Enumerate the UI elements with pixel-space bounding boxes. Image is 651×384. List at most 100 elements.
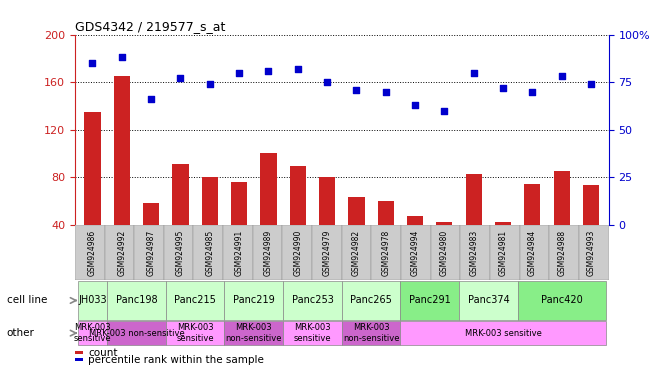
Bar [114, 76, 130, 225]
Bar [231, 182, 247, 225]
Bar [283, 281, 342, 320]
Bar [225, 281, 283, 320]
Bar [107, 281, 166, 320]
Bar [164, 225, 193, 280]
Text: GSM924994: GSM924994 [411, 229, 420, 276]
Text: JH033: JH033 [78, 295, 107, 306]
Text: percentile rank within the sample: percentile rank within the sample [88, 355, 264, 365]
Bar [260, 153, 277, 225]
Bar [78, 321, 107, 345]
Bar [518, 281, 605, 320]
Point [322, 79, 332, 85]
Text: MRK-003
sensitive: MRK-003 sensitive [294, 323, 331, 343]
Bar [134, 225, 164, 280]
Bar [579, 225, 609, 280]
Text: Panc374: Panc374 [467, 295, 509, 306]
Bar [105, 225, 134, 280]
Point [352, 87, 362, 93]
Bar [378, 201, 394, 225]
Text: MRK-003
non-sensitive: MRK-003 non-sensitive [225, 323, 282, 343]
Text: GSM924989: GSM924989 [264, 229, 273, 276]
Bar [400, 281, 459, 320]
Bar [460, 225, 490, 280]
Point [204, 81, 215, 87]
Text: GSM924995: GSM924995 [176, 229, 185, 276]
Bar [348, 197, 365, 225]
Bar [554, 171, 570, 225]
Bar [143, 203, 159, 225]
Text: cell line: cell line [7, 295, 47, 306]
Bar [166, 281, 225, 320]
Point [527, 89, 538, 95]
Text: GSM924993: GSM924993 [587, 229, 596, 276]
Point [175, 75, 186, 81]
Text: Panc198: Panc198 [116, 295, 158, 306]
Bar [75, 225, 105, 280]
Text: GSM924981: GSM924981 [499, 229, 508, 276]
Text: Panc420: Panc420 [541, 295, 583, 306]
Text: GSM924985: GSM924985 [205, 229, 214, 276]
Text: GSM924984: GSM924984 [528, 229, 537, 276]
Point [410, 102, 421, 108]
Bar [342, 321, 400, 345]
Text: MRK-003 sensitive: MRK-003 sensitive [465, 329, 542, 338]
Bar [166, 321, 225, 345]
Bar [495, 222, 511, 225]
Text: GSM924986: GSM924986 [88, 229, 97, 276]
Bar [75, 225, 609, 280]
Point [586, 81, 596, 87]
Text: other: other [7, 328, 35, 338]
Text: GSM924992: GSM924992 [117, 229, 126, 276]
Point [234, 70, 244, 76]
Text: GSM924988: GSM924988 [557, 229, 566, 276]
Text: MRK-003
non-sensitive: MRK-003 non-sensitive [343, 323, 399, 343]
Text: GSM924991: GSM924991 [234, 229, 243, 276]
Point [439, 108, 450, 114]
Text: GSM924990: GSM924990 [294, 229, 302, 276]
Bar [342, 225, 372, 280]
Text: Panc253: Panc253 [292, 295, 333, 306]
Text: Panc215: Panc215 [174, 295, 216, 306]
Bar [173, 164, 189, 225]
Bar [524, 184, 540, 225]
Text: MRK-003
sensitive: MRK-003 sensitive [74, 323, 111, 343]
Bar [372, 225, 401, 280]
Bar [193, 225, 223, 280]
Text: Panc291: Panc291 [409, 295, 450, 306]
Bar [223, 225, 253, 280]
Bar [290, 166, 306, 225]
Point [87, 60, 98, 66]
Text: MRK-003 non-sensitive: MRK-003 non-sensitive [89, 329, 184, 338]
Bar [283, 225, 312, 280]
Text: GSM924978: GSM924978 [381, 229, 390, 276]
Bar [459, 281, 518, 320]
Bar [319, 177, 335, 225]
Bar [253, 225, 283, 280]
Point [146, 96, 156, 102]
Bar [436, 222, 452, 225]
Bar [342, 281, 400, 320]
Bar [283, 321, 342, 345]
Text: MRK-003
sensitive: MRK-003 sensitive [176, 323, 214, 343]
Bar [78, 281, 107, 320]
Text: GSM924983: GSM924983 [469, 229, 478, 276]
Text: GDS4342 / 219577_s_at: GDS4342 / 219577_s_at [75, 20, 225, 33]
Bar [202, 177, 218, 225]
Bar [549, 225, 579, 280]
Bar [583, 185, 599, 225]
Point [557, 73, 567, 79]
Text: Panc265: Panc265 [350, 295, 392, 306]
Bar [312, 225, 342, 280]
Bar [401, 225, 431, 280]
Bar [107, 321, 166, 345]
Bar [465, 174, 482, 225]
Text: GSM924980: GSM924980 [440, 229, 449, 276]
Text: GSM924979: GSM924979 [323, 229, 331, 276]
Point [498, 85, 508, 91]
Bar [519, 225, 549, 280]
Text: count: count [88, 348, 117, 358]
Text: GSM924987: GSM924987 [146, 229, 156, 276]
Point [469, 70, 479, 76]
Point [263, 68, 273, 74]
Point [381, 89, 391, 95]
